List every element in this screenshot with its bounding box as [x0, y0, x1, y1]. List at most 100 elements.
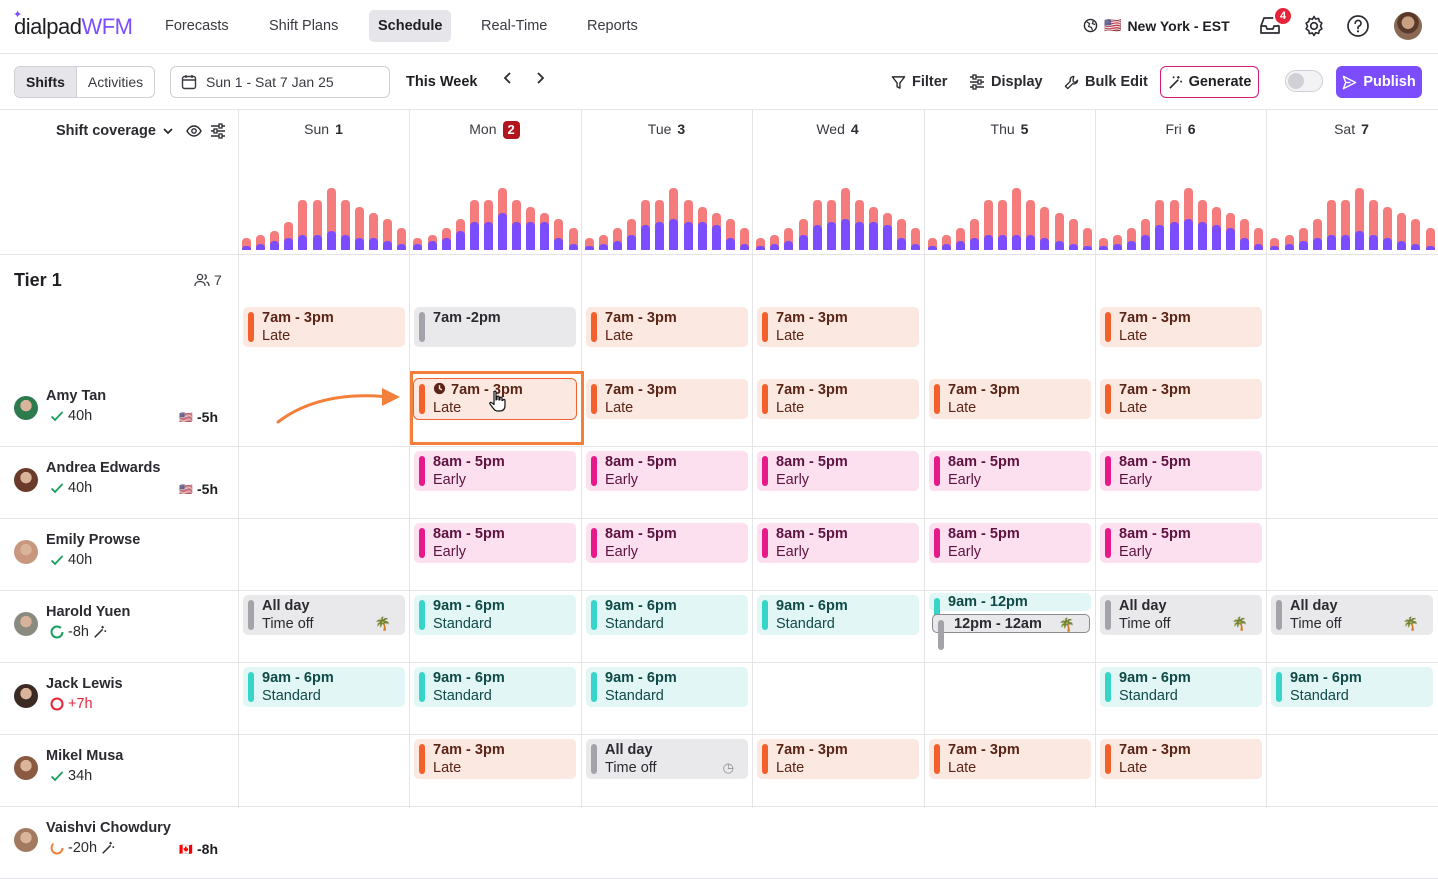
time-off-card[interactable]: All day Time off 🌴 [243, 595, 405, 635]
shift-card[interactable]: 8am - 5pm Early [1100, 523, 1262, 563]
chevron-right-icon[interactable] [534, 70, 546, 86]
calendar-icon [181, 74, 197, 90]
user-avatar[interactable] [1394, 12, 1422, 40]
shift-time: 7am - 3pm [776, 310, 848, 326]
shifts-tab[interactable]: Shifts [15, 67, 77, 97]
day-header[interactable]: Mon 2 [409, 121, 580, 139]
shift-card[interactable]: 7am - 3pm Late [929, 739, 1091, 779]
day-header[interactable]: Wed 4 [752, 121, 923, 137]
shift-label: Early [1119, 472, 1153, 488]
coverage-bar-scheduled [854, 222, 864, 250]
shift-card[interactable]: 8am - 5pm Early [757, 523, 919, 563]
shift-card[interactable]: 9am - 6pm Standard [1271, 667, 1433, 707]
day-header[interactable]: Tue 3 [581, 121, 752, 137]
shift-card[interactable]: 8am - 5pm Early [586, 451, 748, 491]
employee-name[interactable]: Emily Prowse [46, 532, 141, 548]
shift-card[interactable]: 9am - 6pm Standard [414, 667, 576, 707]
tier-title: Tier 1 [14, 270, 62, 290]
nav-shift-plans[interactable]: Shift Plans [269, 18, 339, 34]
shift-card[interactable]: 8am - 5pm Early [757, 451, 919, 491]
employee-name[interactable]: Jack Lewis [46, 676, 123, 692]
shift-coverage-dropdown[interactable]: Shift coverage [56, 123, 174, 139]
schedule-toolbar: Shifts Activities Sun 1 - Sat 7 Jan 25 T… [0, 54, 1438, 110]
eye-icon[interactable] [186, 124, 202, 138]
palm-tree-icon: 🌴 [1231, 616, 1248, 631]
nav-real-time[interactable]: Real-Time [481, 18, 548, 34]
time-off-card[interactable]: All day Time off ◷ [586, 739, 748, 779]
employee-name[interactable]: Vaishvi Chowdury [46, 820, 171, 836]
shift-card[interactable]: 7am - 3pm Late [1100, 739, 1262, 779]
employee-name[interactable]: Amy Tan [46, 388, 107, 404]
employee-row[interactable]: Emily Prowse 40h [0, 518, 238, 590]
coverage-bar-scheduled [1254, 243, 1264, 250]
shift-card[interactable]: 8am - 5pm Early [586, 523, 748, 563]
shift-card[interactable]: 7am - 3pm Late [243, 307, 405, 347]
publish-button[interactable]: Publish [1336, 66, 1422, 98]
employee-name[interactable]: Andrea Edwards [46, 460, 161, 476]
employee-row[interactable]: Jack Lewis +7h [0, 662, 238, 734]
shift-card[interactable]: 7am - 3pm Late [414, 739, 576, 779]
shift-card[interactable]: 7am - 3pm Late [1100, 307, 1262, 347]
shift-card[interactable]: 9am - 6pm Standard [414, 595, 576, 635]
nav-schedule[interactable]: Schedule [369, 10, 452, 42]
generate-button[interactable]: Generate [1160, 66, 1259, 98]
shift-card[interactable]: 9am - 6pm Standard [586, 667, 748, 707]
coverage-bar-scheduled [354, 237, 364, 250]
shift-card[interactable]: 9am - 12pm [929, 593, 1091, 628]
activities-tab[interactable]: Activities [87, 74, 144, 90]
time-off-card[interactable]: 7am -2pm [414, 307, 576, 347]
shift-label: Late [262, 328, 291, 344]
time-off-card[interactable]: All day Time off 🌴 [1100, 595, 1262, 635]
time-off-card[interactable]: All day Time off 🌴 [1271, 595, 1433, 635]
employee-name[interactable]: Mikel Musa [46, 748, 124, 764]
nav-reports[interactable]: Reports [587, 18, 638, 34]
help-icon[interactable] [1345, 13, 1371, 39]
shift-card[interactable]: 9am - 6pm Standard [1100, 667, 1262, 707]
shift-card[interactable]: 8am - 5pm Early [929, 523, 1091, 563]
chevron-left-icon[interactable] [502, 70, 514, 86]
shift-card[interactable]: 7am - 3pm Late [757, 739, 919, 779]
date-range-picker[interactable]: Sun 1 - Sat 7 Jan 25 [170, 66, 390, 98]
display-button[interactable]: Display [969, 66, 1043, 98]
shift-card[interactable]: 9am - 6pm Standard [243, 667, 405, 707]
employee-row[interactable]: Harold Yuen -8h [0, 590, 238, 662]
employee-row[interactable]: Andrea Edwards 40h 🇺🇸 -5h [0, 446, 238, 518]
employee-row[interactable]: Vaishvi Chowdury -20h 🇨🇦 -8h [0, 806, 238, 878]
shift-card[interactable]: 7am - 3pm Late [929, 379, 1091, 419]
inbox-icon[interactable] [1257, 13, 1283, 39]
shift-card[interactable]: 7am - 3pm Late [1100, 379, 1262, 419]
shift-card[interactable]: 7am - 3pm Late [757, 307, 919, 347]
timezone-selector[interactable]: 🇺🇸 New York - EST [1083, 17, 1230, 34]
time-off-card[interactable]: 12pm - 12am 🌴 [932, 614, 1090, 650]
shift-card[interactable]: 8am - 5pm Early [1100, 451, 1262, 491]
employee-row[interactable]: Amy Tan 40h 🇺🇸 -5h [0, 374, 238, 446]
shift-card[interactable]: 8am - 5pm Early [414, 523, 576, 563]
coverage-settings-icon[interactable] [210, 123, 226, 139]
this-week-button[interactable]: This Week [406, 74, 478, 90]
row-divider [0, 446, 1438, 447]
publish-toggle-switch[interactable] [1285, 70, 1323, 92]
shift-card[interactable]: 8am - 5pm Early [414, 451, 576, 491]
shift-label: Time off [1290, 616, 1342, 632]
shift-card[interactable]: 7am - 3pm Late [586, 307, 748, 347]
employee-row[interactable]: Mikel Musa 34h [0, 734, 238, 806]
shift-card[interactable]: 9am - 6pm Standard [586, 595, 748, 635]
day-header[interactable]: Fri 6 [1095, 121, 1266, 137]
shift-card[interactable]: 7am - 3pm Late [586, 379, 748, 419]
employee-name[interactable]: Harold Yuen [46, 604, 131, 620]
shift-card[interactable]: 8am - 5pm Early [929, 451, 1091, 491]
settings-gear-icon[interactable] [1301, 13, 1327, 39]
nav-forecasts[interactable]: Forecasts [165, 18, 229, 34]
bulk-edit-button[interactable]: Bulk Edit [1064, 66, 1148, 98]
day-header[interactable]: Sat 7 [1266, 121, 1437, 137]
dialpad-wfm-logo[interactable]: ✦ dialpad WFM [13, 9, 133, 40]
people-icon [194, 273, 210, 287]
day-header[interactable]: Sun 1 [238, 121, 409, 137]
filter-button[interactable]: Filter [891, 66, 947, 98]
coverage-bar-required [1397, 212, 1407, 250]
day-header[interactable]: Thu 5 [924, 121, 1095, 137]
shift-card[interactable]: 7am - 3pm Late [757, 379, 919, 419]
shift-card[interactable]: 9am - 6pm Standard [757, 595, 919, 635]
day-number: 3 [677, 121, 686, 137]
coverage-bar-scheduled [1113, 243, 1123, 250]
